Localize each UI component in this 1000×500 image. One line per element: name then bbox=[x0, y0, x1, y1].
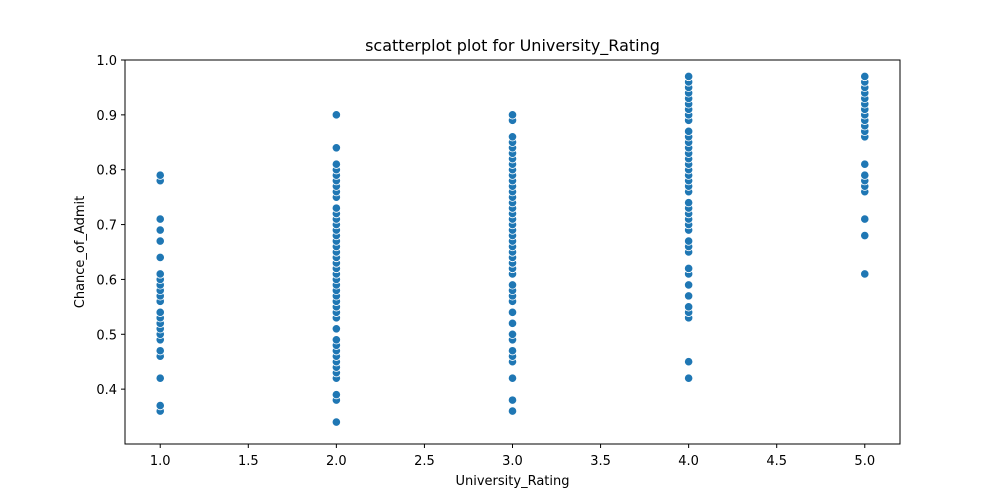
data-point bbox=[860, 170, 870, 180]
y-tick-label: 0.4 bbox=[96, 383, 117, 398]
data-point bbox=[155, 400, 165, 411]
data-point bbox=[507, 318, 518, 328]
plot-frame bbox=[124, 59, 901, 445]
data-point bbox=[860, 159, 870, 169]
y-tick-label: 0.8 bbox=[96, 164, 117, 179]
x-tick-label: 2.5 bbox=[414, 454, 435, 469]
data-point bbox=[860, 230, 870, 241]
data-point bbox=[155, 236, 165, 246]
data-point bbox=[155, 252, 165, 263]
y-tick-label: 0.6 bbox=[96, 273, 117, 288]
y-tick-label: 1.0 bbox=[96, 54, 117, 69]
data-point bbox=[331, 324, 341, 334]
y-tick-label: 0.9 bbox=[96, 109, 117, 124]
y-axis-label: Chance_of_Admit bbox=[73, 196, 88, 309]
data-point bbox=[684, 291, 694, 301]
data-point bbox=[507, 280, 518, 290]
data-point bbox=[684, 373, 694, 383]
data-point bbox=[860, 71, 870, 82]
y-tick-label: 0.5 bbox=[96, 328, 117, 343]
data-point bbox=[155, 373, 165, 383]
data-point bbox=[507, 373, 518, 383]
data-point bbox=[331, 110, 341, 120]
data-point bbox=[860, 214, 870, 224]
x-tick-label: 4.0 bbox=[678, 454, 699, 469]
data-point bbox=[507, 406, 518, 416]
x-tick-label: 1.0 bbox=[150, 454, 171, 469]
data-point bbox=[507, 346, 518, 356]
data-point bbox=[684, 126, 694, 136]
data-point bbox=[507, 307, 518, 317]
x-tick-label: 2.0 bbox=[326, 454, 347, 469]
data-point bbox=[684, 198, 694, 208]
chart-title: scatterplot plot for University_Rating bbox=[365, 36, 660, 56]
data-point bbox=[331, 203, 341, 213]
x-tick-label: 4.5 bbox=[766, 454, 787, 469]
data-point bbox=[155, 269, 165, 279]
data-point bbox=[331, 390, 341, 400]
data-point bbox=[331, 143, 341, 153]
data-point bbox=[684, 280, 694, 290]
data-point bbox=[331, 159, 341, 169]
data-point bbox=[684, 302, 694, 312]
data-point bbox=[860, 269, 870, 279]
data-point bbox=[155, 214, 165, 224]
data-point bbox=[507, 329, 518, 339]
data-point bbox=[155, 170, 165, 180]
data-points bbox=[155, 71, 870, 427]
data-point bbox=[507, 395, 518, 405]
y-tick-label: 0.7 bbox=[96, 219, 117, 234]
x-axis-label: University_Rating bbox=[456, 474, 570, 489]
x-tick-label: 5.0 bbox=[854, 454, 875, 469]
data-point bbox=[507, 110, 518, 120]
y-axis-ticks: 0.4 0.5 0.6 0.7 0.8 0.9 1.0 bbox=[96, 54, 125, 398]
data-point bbox=[155, 307, 165, 317]
data-point bbox=[684, 263, 694, 274]
x-tick-label: 3.5 bbox=[590, 454, 611, 469]
data-point bbox=[684, 357, 694, 367]
data-point bbox=[684, 236, 694, 246]
x-axis-ticks: 1.0 1.5 2.0 2.5 3.0 3.5 4.0 4.5 5.0 bbox=[150, 444, 875, 469]
data-point bbox=[155, 225, 165, 235]
x-tick-label: 3.0 bbox=[502, 454, 523, 469]
data-point bbox=[331, 335, 341, 345]
x-tick-label: 1.5 bbox=[238, 454, 259, 469]
data-point bbox=[331, 417, 341, 427]
data-point bbox=[155, 346, 165, 356]
data-point bbox=[507, 132, 518, 142]
data-point bbox=[684, 71, 694, 82]
